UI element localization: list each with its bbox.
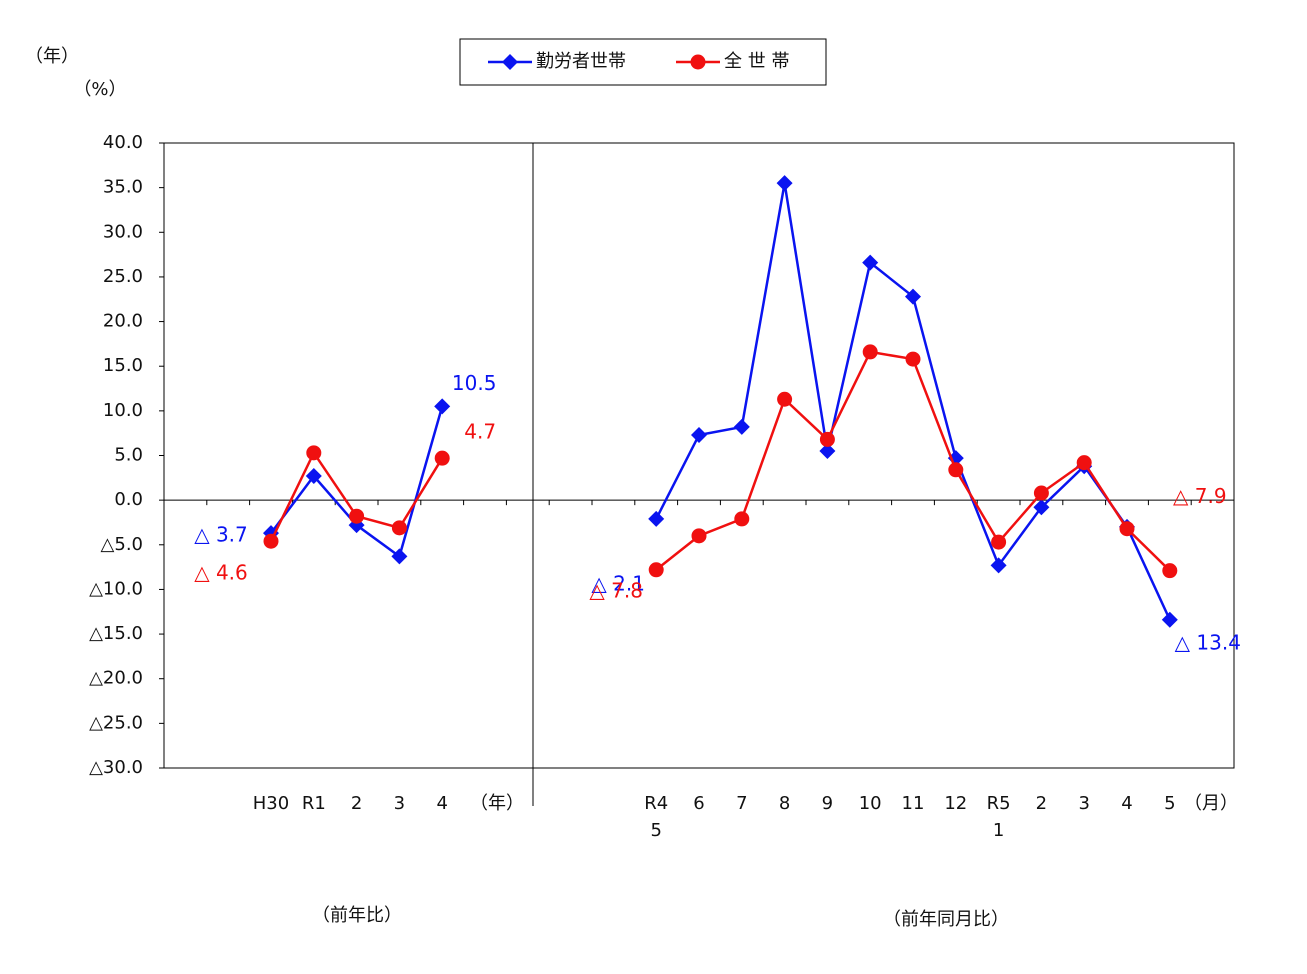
y-tick-label: 5.0	[114, 445, 143, 466]
data-point	[905, 351, 921, 367]
x-tick-label: H30	[253, 793, 289, 814]
data-label: 4.7	[464, 420, 496, 444]
y-tick-label: 25.0	[103, 266, 143, 287]
data-point	[1162, 563, 1178, 579]
y-tick-label: 10.0	[103, 400, 143, 421]
data-point	[862, 344, 878, 360]
data-point	[1076, 455, 1092, 471]
data-point	[734, 511, 750, 527]
series-line	[655, 350, 1171, 572]
y-axis-label: （%）	[73, 79, 126, 100]
x-tick-label: 10	[859, 793, 882, 814]
legend-label: 勤労者世帯	[536, 51, 626, 72]
legend-marker	[502, 54, 518, 70]
y-tick-label: △20.0	[89, 668, 143, 689]
data-label: △ 7.9	[1173, 484, 1227, 508]
data-point	[733, 418, 750, 435]
data-point	[1033, 485, 1049, 501]
data-point	[777, 391, 793, 407]
x-caption: （前年比）	[312, 905, 402, 926]
data-point	[862, 254, 879, 271]
data-point	[305, 468, 322, 485]
data-point	[306, 445, 322, 461]
x-caption: （前年同月比）	[883, 909, 1009, 930]
x-tick-label: 2	[351, 793, 362, 814]
y-tick-label: 15.0	[103, 355, 143, 376]
data-point	[349, 508, 365, 524]
data-point	[905, 288, 921, 305]
x-unit: （年）	[470, 793, 524, 814]
data-point	[990, 557, 1007, 574]
data-point	[691, 528, 707, 544]
y-tick-label: △30.0	[89, 757, 143, 778]
data-point	[948, 462, 964, 478]
data-point	[776, 175, 793, 192]
data-label: △ 7.8	[589, 578, 643, 602]
x-tick-label: 9	[822, 793, 833, 814]
data-label: 10.5	[452, 371, 497, 395]
x-tick-label: 11	[902, 793, 925, 814]
x-tick-label: R1	[302, 793, 326, 814]
x-tick-label: 8	[779, 793, 790, 814]
plot-frame	[163, 142, 1235, 769]
x-tick-label: 4	[436, 793, 447, 814]
data-point	[263, 533, 279, 549]
data-point	[434, 398, 451, 415]
y-tick-label: 35.0	[103, 177, 143, 198]
x-unit: （月）	[1184, 793, 1238, 814]
x-tick-label: 2	[1036, 793, 1047, 814]
data-point	[391, 520, 407, 536]
y-tick-label: 20.0	[103, 311, 143, 332]
data-label: △ 3.7	[194, 523, 248, 547]
x-tick-label: 5	[1164, 793, 1175, 814]
legend-label: 全 世 帯	[724, 51, 789, 72]
y-tick-label: △5.0	[101, 534, 143, 555]
data-point	[819, 443, 836, 460]
series-line	[655, 182, 1171, 621]
x-tick-label: 3	[1078, 793, 1089, 814]
y-tick-label: △15.0	[89, 623, 143, 644]
data-label: △ 2.1	[591, 571, 645, 595]
legend-marker	[690, 54, 706, 70]
data-point	[991, 534, 1007, 550]
data-point	[391, 548, 408, 565]
y-tick-label: △25.0	[89, 712, 143, 733]
y-tick-label: 30.0	[103, 221, 143, 242]
x-tick-label: R5 1	[987, 793, 1011, 841]
data-point	[1033, 499, 1050, 516]
x-tick-label: 7	[736, 793, 747, 814]
series-line	[269, 406, 444, 559]
data-point	[1119, 521, 1135, 537]
x-tick-label: 12	[944, 793, 967, 814]
data-point	[819, 431, 835, 447]
x-tick-label: R4 5	[644, 793, 668, 841]
x-tick-label: 3	[394, 793, 405, 814]
data-point	[1161, 611, 1178, 628]
data-label: △ 13.4	[1175, 630, 1241, 654]
x-tick-label: 4	[1121, 793, 1132, 814]
data-point	[648, 562, 664, 578]
note: （年）	[25, 46, 79, 67]
data-point	[434, 450, 450, 466]
x-tick-label: 6	[693, 793, 704, 814]
y-tick-label: △10.0	[89, 578, 143, 599]
data-label: △ 4.6	[194, 561, 248, 585]
y-tick-label: 40.0	[103, 132, 143, 153]
y-tick-label: 0.0	[114, 489, 143, 510]
data-point	[691, 426, 707, 443]
data-point	[648, 510, 665, 527]
